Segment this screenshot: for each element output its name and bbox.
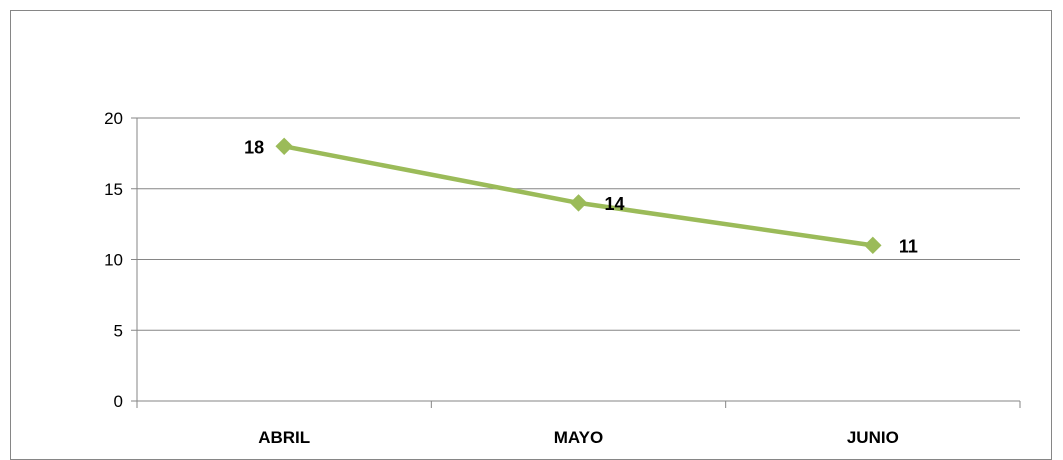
x-category-label: JUNIO [847,428,899,447]
data-label: 18 [244,137,264,157]
series [275,137,882,255]
data-labels: 18 14 11 [244,137,918,256]
data-point-marker [864,236,882,255]
gridlines [137,117,1020,402]
y-tick-label: 15 [104,180,123,199]
y-tick-label: 0 [114,392,123,411]
data-label: 14 [605,194,625,214]
x-category-label: MAYO [554,428,603,447]
chart-area [10,10,1052,460]
line-chart: 0 5 10 15 20 ABRIL MAYO JUNIO 18 14 11 [104,109,1021,447]
data-label: 11 [899,236,918,256]
y-tick-label: 5 [114,321,123,340]
data-point-marker [569,194,588,212]
y-tick-label: 20 [104,109,123,128]
x-category-label: ABRIL [258,428,310,447]
x-axis-category-labels: ABRIL MAYO JUNIO [258,428,899,447]
y-axis-tick-labels: 0 5 10 15 20 [104,109,123,411]
data-point-marker [275,137,293,156]
axes [131,117,1021,408]
y-tick-label: 10 [104,251,123,270]
